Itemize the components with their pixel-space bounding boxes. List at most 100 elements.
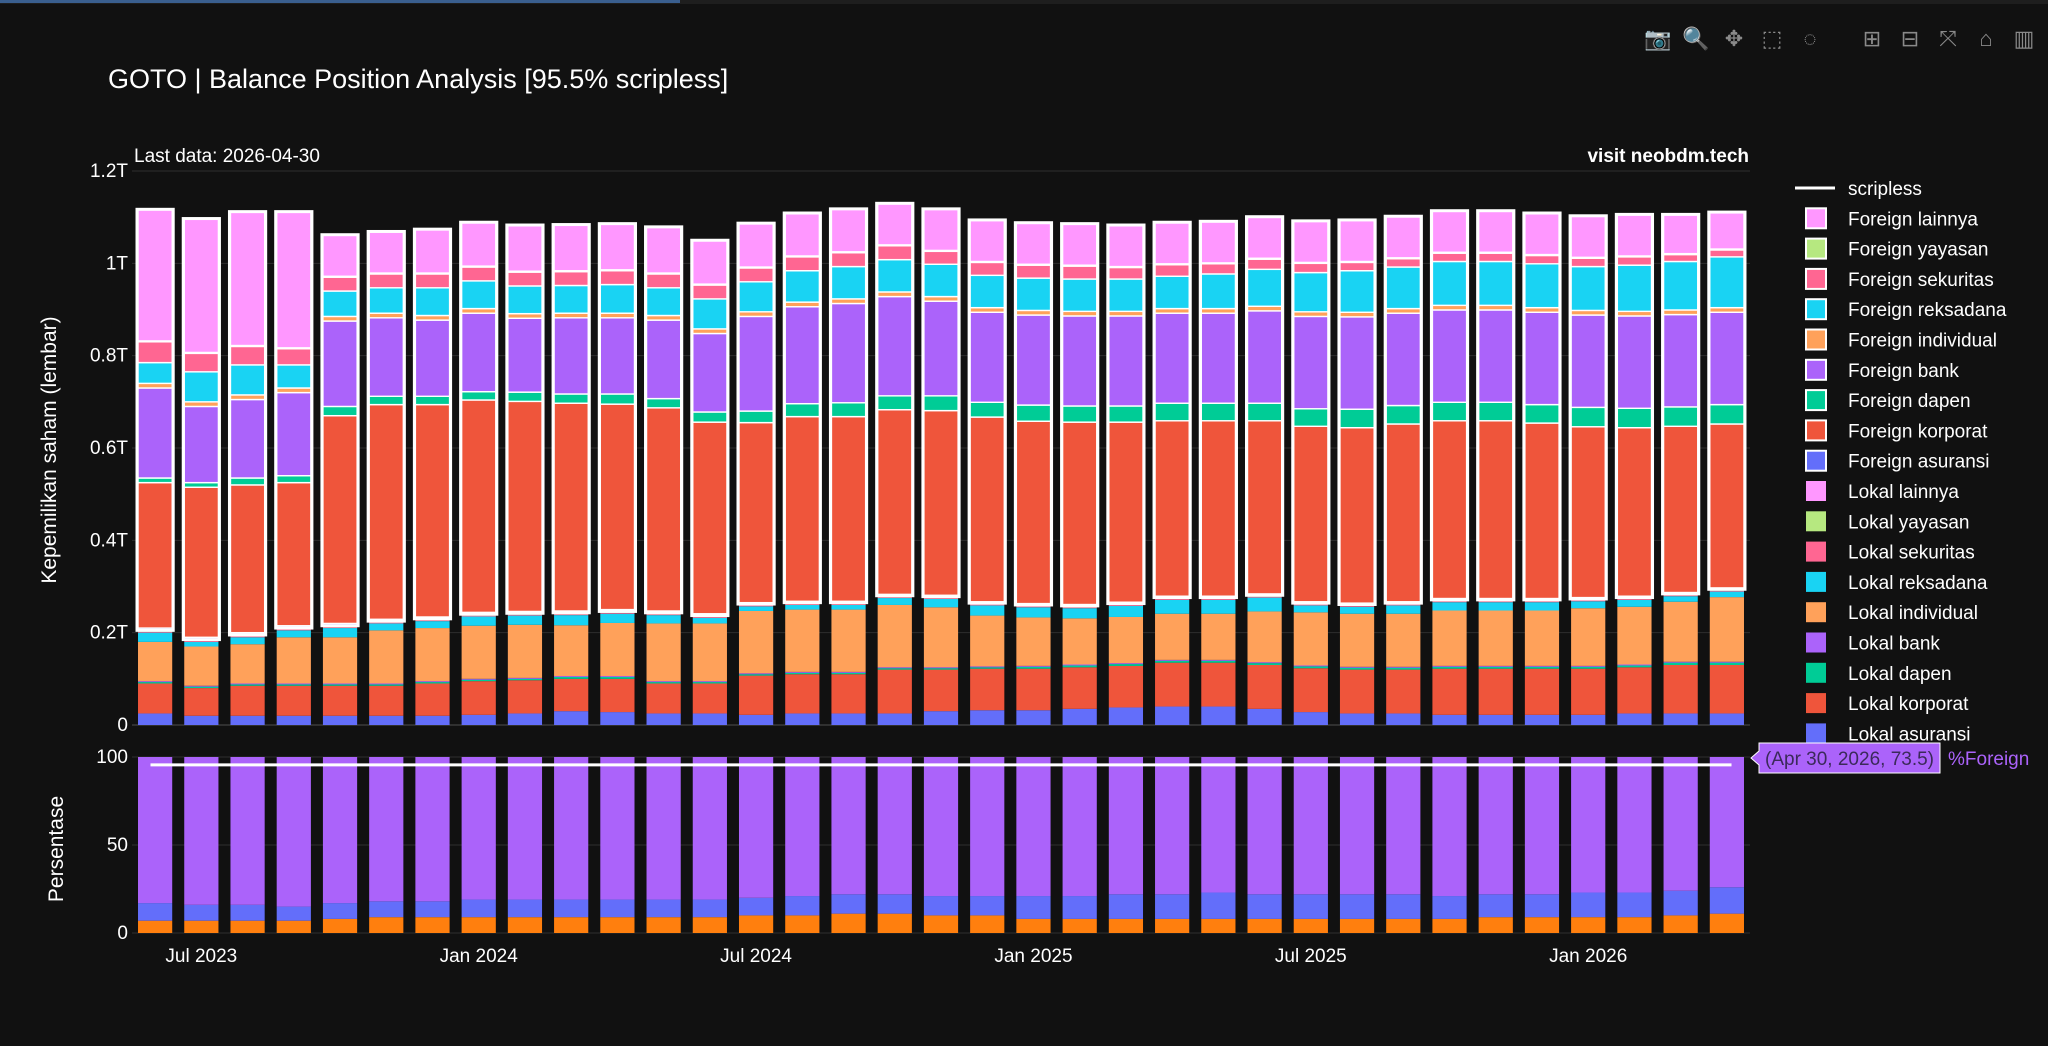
bar-lokal-korporat[interactable] [1432, 668, 1467, 715]
legend[interactable]: scripless Foreign lainnya Foreign yayasan F… [1795, 179, 2007, 745]
bar-lokal-reksadana[interactable] [1432, 602, 1467, 611]
bar-foreign-korporat[interactable] [692, 421, 728, 615]
zoom-in-icon[interactable]: ⊞ [1862, 26, 1882, 51]
bar-foreign-korporat[interactable] [368, 403, 405, 620]
bar-foreign-reksadana[interactable] [1108, 278, 1144, 313]
bar-foreign-lainnya[interactable] [1246, 216, 1283, 259]
bar-foreign-lainnya[interactable] [183, 217, 220, 354]
bar-foreign-lainnya[interactable] [830, 208, 867, 253]
bar-pct-lokal[interactable] [738, 897, 774, 916]
bar-pct-lokal[interactable] [507, 899, 543, 918]
bar-lokal-asuransi[interactable] [1524, 714, 1560, 725]
bar-lokal-sekuritas[interactable] [461, 615, 496, 617]
bar-foreign-dapen[interactable] [738, 410, 774, 424]
bar-lokal-korporat[interactable] [461, 681, 496, 715]
bar-lokal-korporat[interactable] [1155, 662, 1190, 707]
bar-foreign-sekuritas[interactable] [1200, 263, 1237, 275]
bar-foreign-lainnya[interactable] [1339, 219, 1375, 263]
bar-lokal-individual[interactable] [600, 622, 635, 677]
bar-foreign-reksadana[interactable] [137, 361, 173, 385]
bar-pct-other[interactable] [1432, 918, 1467, 933]
bar-lokal-sekuritas[interactable] [1155, 598, 1190, 600]
bar-lokal-reksadana[interactable] [970, 605, 1005, 616]
bar-foreign-sekuritas[interactable] [1061, 265, 1098, 280]
bar-lokal-reksadana[interactable] [1663, 596, 1698, 602]
bar-foreign-bank[interactable] [275, 391, 312, 477]
bar-lokal-korporat[interactable] [738, 675, 774, 715]
bar-foreign-reksadana[interactable] [1477, 260, 1514, 307]
legend-item[interactable]: Foreign individual [1805, 328, 1997, 352]
bar-lokal-korporat[interactable] [646, 683, 681, 714]
bar-lokal-reksadana[interactable] [1386, 605, 1421, 614]
bar-pct-other[interactable] [1293, 918, 1328, 933]
bar-foreign-dapen[interactable] [1015, 404, 1052, 422]
bar-lokal-dapen[interactable] [461, 679, 496, 682]
bar-pct-lokal[interactable] [600, 899, 635, 918]
bar-pct-lokal[interactable] [646, 899, 681, 918]
bar-lokal-dapen[interactable] [507, 678, 543, 681]
bar-lokal-korporat[interactable] [554, 678, 589, 712]
bar-lokal-reksadana[interactable] [692, 617, 727, 624]
bar-foreign-bank[interactable] [923, 300, 959, 397]
bar-lokal-asuransi[interactable] [1709, 713, 1744, 725]
bar-pct-foreign[interactable] [785, 757, 820, 897]
legend-item[interactable]: Lokal asuransi [1806, 723, 1971, 745]
bar-pct-lokal[interactable] [1663, 890, 1698, 916]
bar-foreign-reksadana[interactable] [414, 287, 451, 317]
bar-lokal-individual[interactable] [461, 625, 496, 679]
bar-lokal-asuransi[interactable] [831, 713, 866, 725]
bar-lokal-reksadana[interactable] [230, 637, 265, 645]
legend-item[interactable]: Foreign lainnya [1805, 207, 1978, 230]
bar-foreign-korporat[interactable] [1709, 423, 1745, 589]
bar-foreign-dapen[interactable] [229, 477, 266, 486]
bar-pct-other[interactable] [276, 920, 311, 933]
bar-lokal-individual[interactable] [1016, 617, 1051, 666]
bar-foreign-lainnya[interactable] [322, 234, 358, 277]
bar-lokal-asuransi[interactable] [1617, 713, 1652, 725]
bar-lokal-korporat[interactable] [970, 668, 1005, 711]
bar-foreign-sekuritas[interactable] [1108, 266, 1144, 280]
bar-lokal-korporat[interactable] [877, 669, 912, 714]
bar-foreign-reksadana[interactable] [1246, 268, 1283, 307]
bar-foreign-korporat[interactable] [1246, 420, 1283, 595]
legend-item[interactable]: Lokal yayasan [1806, 511, 1969, 533]
bar-pct-foreign[interactable] [1386, 757, 1421, 895]
box-select-icon[interactable]: ⬚ [1761, 26, 1783, 51]
bar-lokal-reksadana[interactable] [1339, 606, 1375, 614]
bar-lokal-dapen[interactable] [692, 682, 727, 684]
bar-pct-foreign[interactable] [461, 757, 496, 900]
bar-lokal-dapen[interactable] [184, 686, 219, 689]
bar-lokal-asuransi[interactable] [507, 713, 543, 725]
bar-lokal-dapen[interactable] [554, 676, 589, 679]
zoom-out-icon[interactable]: ⊟ [1900, 26, 1920, 51]
bar-foreign-reksadana[interactable] [599, 283, 636, 314]
bar-foreign-bank[interactable] [460, 312, 497, 393]
legend-item[interactable]: scripless [1795, 179, 1922, 200]
bar-pct-foreign[interactable] [322, 757, 358, 904]
lasso-select-icon[interactable]: ◌ [1803, 26, 1817, 51]
bar-foreign-reksadana[interactable] [645, 287, 682, 317]
bar-foreign-bank[interactable] [507, 317, 543, 393]
bar-lokal-reksadana[interactable] [1062, 608, 1097, 619]
bar-lokal-sekuritas[interactable] [322, 627, 358, 629]
bar-lokal-reksadana[interactable] [369, 623, 404, 631]
bar-lokal-korporat[interactable] [507, 680, 543, 714]
bar-lokal-asuransi[interactable] [877, 713, 912, 725]
bar-lokal-individual[interactable] [138, 641, 173, 682]
bar-foreign-korporat[interactable] [1524, 422, 1560, 600]
bar-pct-other[interactable] [877, 913, 912, 933]
bar-foreign-korporat[interactable] [460, 399, 497, 614]
bar-foreign-korporat[interactable] [322, 414, 358, 625]
bar-lokal-dapen[interactable] [646, 682, 681, 684]
bar-foreign-sekuritas[interactable] [1385, 258, 1422, 268]
bar-lokal-asuransi[interactable] [461, 714, 496, 725]
bar-foreign-sekuritas[interactable] [507, 271, 543, 287]
bar-foreign-korporat[interactable] [1015, 420, 1052, 605]
bar-pct-lokal[interactable] [415, 901, 450, 918]
bar-foreign-sekuritas[interactable] [692, 284, 728, 300]
bar-pct-foreign[interactable] [369, 757, 404, 902]
legend-item[interactable]: Foreign reksadana [1805, 298, 2007, 321]
bar-foreign-korporat[interactable] [784, 415, 821, 602]
bar-lokal-asuransi[interactable] [415, 715, 450, 725]
bar-foreign-lainnya[interactable] [1015, 222, 1052, 265]
